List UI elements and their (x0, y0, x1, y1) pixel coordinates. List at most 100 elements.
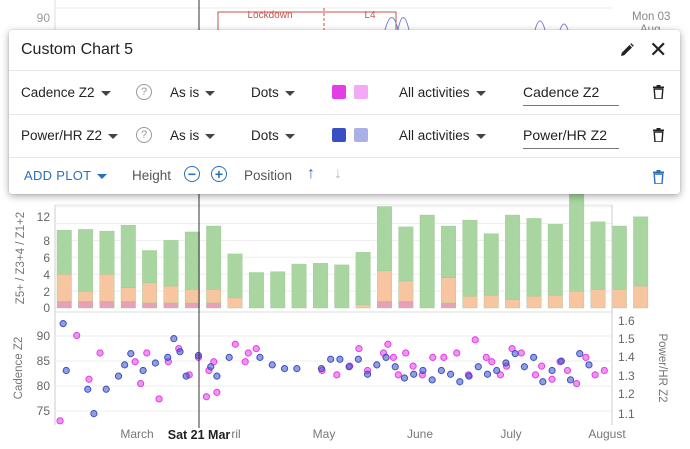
help-icon[interactable]: ? (136, 127, 152, 143)
bar-segment (611, 225, 627, 290)
scatter-point (471, 336, 479, 344)
cadence-axis-label: Cadence Z2 (13, 337, 25, 400)
bar-segment (355, 304, 371, 309)
secondary-color-swatch[interactable] (354, 128, 368, 142)
plot-name-input[interactable] (523, 122, 619, 149)
transform-select[interactable]: As is (170, 114, 216, 157)
add-plot-button[interactable]: ADD PLOT (24, 168, 108, 183)
bar-y-tick: 6 (43, 251, 50, 265)
scatter-point (382, 353, 390, 361)
bar-y-tick: 2 (43, 285, 50, 299)
bar-segment (313, 263, 328, 309)
metric-select[interactable]: Cadence Z2 (21, 71, 111, 114)
chevron-down-icon (284, 90, 295, 96)
scatter-point (531, 371, 540, 379)
x-axis: March ril May June July August (120, 427, 626, 441)
scatter-point (474, 363, 482, 371)
bar-segment (78, 301, 94, 309)
trash-icon[interactable] (653, 128, 664, 142)
cadence-tick: 85 (37, 354, 51, 368)
scatter-point (336, 355, 344, 363)
scatter-point (373, 361, 381, 369)
pencil-icon[interactable] (619, 42, 635, 58)
scatter-point (90, 410, 98, 418)
scatter-point (194, 351, 203, 360)
bar-segment (120, 287, 136, 302)
transform-select[interactable]: As is (170, 71, 216, 114)
secondary-color-swatch[interactable] (354, 85, 368, 99)
chevron-down-icon (205, 133, 216, 139)
scatter-point (202, 393, 211, 401)
scatter-point (244, 349, 252, 357)
plus-circle-icon[interactable]: + (211, 166, 227, 182)
bar-segment (462, 219, 478, 297)
transform-select-value: As is (170, 128, 200, 143)
bar-segment (163, 240, 179, 287)
activity-filter-select[interactable]: All activities (399, 114, 486, 157)
dot-chart: 75 80 85 90 Cadence Z2 1.1 1.2 1.3 1.4 1… (13, 205, 668, 425)
bar-segment (441, 225, 456, 278)
close-icon[interactable]: ✕ (649, 37, 668, 62)
arrow-up-icon[interactable]: ↑ (307, 165, 315, 182)
scatter-point (241, 358, 249, 366)
power-hr-tick: 1.3 (618, 369, 635, 383)
metric-select-value: Power/HR Z2 (21, 128, 103, 143)
chevron-down-icon (284, 133, 295, 139)
scatter-point (280, 365, 289, 373)
bar-segment (142, 302, 158, 309)
scatter-point (62, 366, 70, 375)
activity-filter-value: All activities (399, 85, 470, 100)
l4-annotation: L4 (364, 10, 376, 21)
bar-segment (526, 218, 542, 297)
activity-filter-select[interactable]: All activities (399, 71, 486, 114)
scatter-point (354, 355, 362, 363)
bar-segment (99, 230, 115, 275)
arrow-down-icon[interactable]: ↓ (334, 165, 342, 182)
scatter-point (530, 353, 538, 361)
transform-select-value: As is (170, 85, 200, 100)
bar-y-tick: 0 (43, 301, 50, 315)
bar-segment (206, 225, 222, 290)
style-select[interactable]: Dots (251, 114, 295, 157)
scatter-point (465, 372, 473, 380)
scatter-point (391, 363, 399, 371)
bar-segment (483, 233, 499, 296)
bar-segment (184, 302, 200, 309)
bar-segment (163, 302, 179, 309)
scatter-point (410, 370, 418, 378)
scatter-point (482, 353, 490, 361)
bar-segment (142, 250, 158, 283)
bar-segment (547, 224, 563, 296)
scatter-point (56, 417, 64, 425)
help-icon[interactable]: ? (136, 84, 152, 100)
scatter-point (73, 331, 81, 340)
power-hr-tick: 1.6 (618, 314, 635, 328)
chevron-down-icon (205, 90, 216, 96)
cadence-tick: 90 (37, 329, 51, 343)
bar-series (56, 189, 649, 309)
x-tick-label: July (500, 427, 521, 441)
bar-y-tick: 4 (43, 268, 50, 282)
scatter-point (127, 350, 135, 358)
primary-color-swatch[interactable] (332, 85, 346, 99)
bar-chart-y-ticks: 0 2 4 6 8 10 12 (37, 210, 51, 315)
metric-select[interactable]: Power/HR Z2 (21, 114, 119, 157)
minus-circle-icon[interactable]: − (184, 166, 200, 182)
primary-color-swatch[interactable] (332, 128, 346, 142)
bar-y-tick: 8 (43, 234, 50, 248)
bar-segment (120, 301, 136, 309)
scatter-point (225, 353, 233, 361)
scatter-point (402, 349, 410, 357)
plot-name-input[interactable] (523, 79, 619, 106)
chevron-down-icon (108, 133, 119, 139)
scatter-point (508, 345, 516, 353)
x-tick-label: May (313, 427, 336, 441)
trash-icon[interactable] (653, 85, 664, 99)
scatter-point (517, 349, 525, 357)
trash-icon[interactable] (653, 170, 664, 184)
scatter-point (456, 378, 464, 386)
scatter-point (151, 359, 159, 367)
scatter-point (131, 358, 139, 366)
style-select[interactable]: Dots (251, 71, 295, 114)
